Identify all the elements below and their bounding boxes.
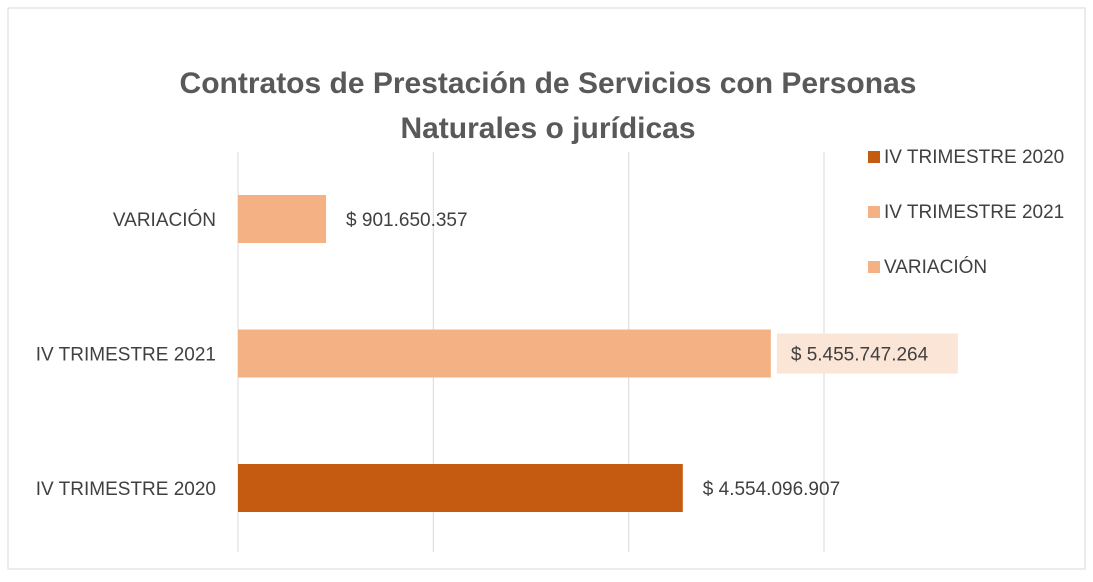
y-tick-label: VARIACIÓN xyxy=(113,209,216,231)
bar xyxy=(238,195,327,243)
bar xyxy=(238,329,771,378)
chart-title: Naturales o jurídicas xyxy=(400,112,695,145)
legend-label: VARIACIÓN xyxy=(884,256,987,278)
y-tick-label: IV TRIMESTRE 2021 xyxy=(36,345,216,366)
legend-label: IV TRIMESTRE 2020 xyxy=(884,147,1064,168)
y-tick-label: IV TRIMESTRE 2020 xyxy=(36,479,216,500)
legend-swatch xyxy=(868,151,880,163)
legend-swatch xyxy=(868,206,880,218)
value-label: $ 4.554.096.907 xyxy=(703,479,840,500)
value-label: $ 5.455.747.264 xyxy=(791,345,929,366)
chart-title: Contratos de Prestación de Servicios con… xyxy=(180,67,917,100)
legend-swatch xyxy=(868,261,880,273)
legend-label: IV TRIMESTRE 2021 xyxy=(884,202,1064,223)
bar xyxy=(238,464,683,512)
value-label: $ 901.650.357 xyxy=(346,210,468,231)
value-label-box xyxy=(776,333,958,374)
